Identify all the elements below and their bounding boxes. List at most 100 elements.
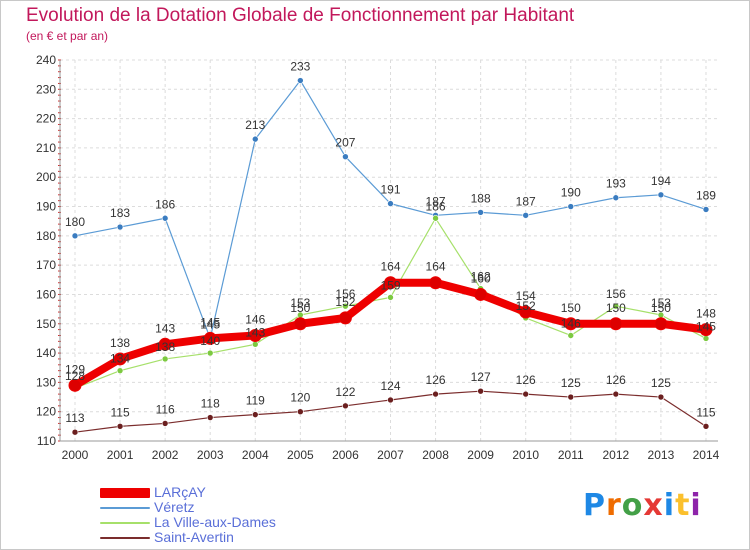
logo-letter: r (606, 488, 622, 523)
data-point (71, 428, 79, 436)
data-point (567, 203, 575, 210)
data-label: 207 (335, 136, 355, 150)
data-label: 187 (426, 194, 446, 208)
data-label: 143 (155, 321, 175, 335)
data-point (699, 323, 713, 337)
data-point (657, 191, 665, 199)
data-point (567, 332, 575, 339)
data-label: 145 (200, 317, 220, 331)
x-tick-label: 2005 (287, 448, 314, 462)
data-label: 140 (200, 334, 220, 348)
x-tick-label: 2006 (332, 448, 359, 462)
data-label: 233 (290, 60, 310, 74)
data-label: 162 (471, 270, 491, 284)
data-label: 183 (110, 206, 130, 220)
data-label: 152 (516, 299, 536, 313)
data-point (654, 317, 668, 331)
data-point (383, 276, 397, 290)
data-point (609, 317, 623, 331)
legend-label: Véretz (154, 499, 195, 515)
data-point (474, 287, 488, 301)
data-point (158, 337, 172, 351)
y-tick-label: 200 (36, 170, 56, 184)
data-point (522, 390, 530, 398)
data-point (297, 77, 304, 84)
data-label: 164 (426, 260, 446, 274)
data-label: 113 (65, 411, 84, 425)
data-point (116, 423, 124, 430)
data-point (113, 352, 127, 366)
y-tick-label: 190 (36, 200, 56, 214)
logo-letter: t (675, 488, 691, 523)
data-label: 118 (201, 397, 220, 411)
data-label: 150 (651, 301, 671, 315)
x-tick-label: 2009 (467, 448, 494, 462)
data-point (432, 390, 439, 398)
data-label: 134 (110, 352, 130, 366)
chart-title: Evolution de la Dotation Globale de Fonc… (26, 5, 575, 26)
data-point (342, 402, 349, 410)
data-label: 164 (380, 260, 400, 274)
data-point (116, 367, 124, 374)
x-tick-label: 2010 (512, 448, 539, 462)
data-label: 194 (651, 174, 671, 188)
data-point (251, 135, 259, 143)
data-label: 150 (561, 301, 581, 315)
y-tick-label: 150 (36, 317, 56, 331)
legend-swatch (100, 488, 150, 498)
data-label: 115 (696, 405, 715, 419)
data-point (71, 232, 79, 240)
y-tick-label: 230 (36, 82, 56, 96)
data-point (387, 294, 394, 301)
data-label: 128 (65, 369, 85, 383)
legend-label: LARçAY (154, 484, 206, 500)
data-point (206, 349, 214, 357)
data-point (251, 340, 259, 348)
data-label: 180 (65, 215, 85, 229)
data-label: 146 (561, 316, 581, 330)
data-label: 193 (606, 177, 626, 191)
data-label: 152 (335, 295, 355, 309)
data-label: 156 (335, 287, 355, 301)
data-label: 189 (696, 188, 716, 202)
logo-letter: i (663, 488, 676, 523)
data-point (702, 335, 710, 342)
data-point (116, 223, 124, 231)
data-point (251, 411, 259, 418)
logo-letter: i (690, 488, 702, 523)
data-point (161, 420, 169, 427)
legend-label: Saint-Avertin (154, 529, 234, 545)
data-point (702, 206, 710, 213)
logo-letter: o (621, 488, 644, 523)
data-label: 213 (245, 118, 265, 132)
data-label: 148 (696, 307, 716, 321)
x-tick-label: 2003 (197, 448, 224, 462)
logo-letter: P (583, 488, 606, 523)
data-point (68, 378, 82, 392)
data-label: 124 (380, 379, 400, 393)
y-tick-label: 130 (36, 375, 56, 389)
data-point (432, 214, 439, 222)
data-label: 145 (696, 319, 716, 333)
legend-swatch (100, 522, 150, 524)
data-label: 126 (426, 373, 446, 387)
data-point (612, 194, 620, 202)
data-label: 150 (606, 301, 626, 315)
x-tick-label: 2011 (558, 448, 584, 462)
data-label: 116 (156, 402, 175, 416)
data-point (203, 331, 217, 345)
chart-subtitle: (en € et par an) (26, 29, 109, 43)
data-label: 146 (245, 312, 265, 326)
x-tick-label: 2004 (242, 448, 269, 462)
data-point (297, 408, 304, 415)
data-point (519, 305, 533, 319)
x-tick-label: 2001 (107, 448, 134, 462)
data-point (338, 311, 352, 325)
data-point (657, 393, 665, 401)
data-point (248, 328, 262, 342)
x-tick-label: 2000 (62, 448, 89, 462)
data-label: 143 (245, 325, 265, 339)
data-label: 186 (426, 199, 446, 213)
data-label: 120 (290, 391, 310, 405)
